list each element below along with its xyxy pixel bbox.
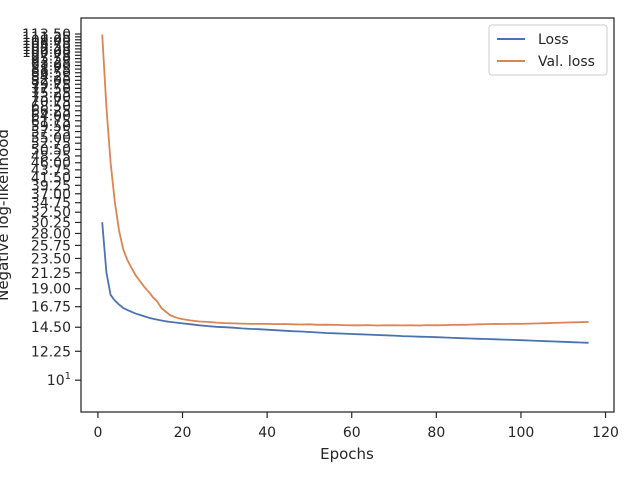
legend: Loss Val. loss (488, 24, 608, 76)
y-tick-label: 32.50 (31, 205, 71, 221)
y-axis-ticks: 101 12.25 14.50 16.75 19.0021.2523.5025.7528… (22, 27, 81, 389)
y-tick-label: 75.25 (31, 86, 71, 102)
x-tick-label: 20 (174, 425, 192, 441)
y-tick-label: 95.50 (31, 52, 71, 68)
y-tick-label: 91.00 (31, 59, 71, 75)
legend-label-val-loss: Val. loss (538, 54, 595, 70)
x-tick-label: 100 (508, 425, 535, 441)
x-axis-ticks: 0 20 40 60 80 100 120 (93, 412, 619, 441)
y-tick-label: 14.50 (31, 320, 71, 336)
series-line-val-loss (101, 34, 589, 327)
y-tick-label: 19.00 (31, 282, 71, 298)
x-tick-label: 0 (93, 425, 102, 441)
y-tick-label: 28.00 (31, 226, 71, 242)
y-tick-label: 111.25 (22, 30, 71, 46)
y-tick-label: 97.75 (31, 48, 71, 64)
y-tick-label: 34.75 (31, 196, 71, 212)
y-tick-exponent: 1 (65, 371, 71, 382)
y-tick-label: 21.25 (31, 266, 71, 282)
y-tick-label: 23.50 (31, 251, 71, 267)
y-tick-label: 88.75 (31, 62, 71, 78)
y-tick-label: 79.75 (31, 77, 71, 93)
y-tick-label: 52.75 (31, 136, 71, 152)
y-tick-label: 102.25 (22, 42, 71, 58)
y-tick-label: 68.50 (31, 99, 71, 115)
x-tick-label: 60 (343, 425, 361, 441)
y-tick-label: 16.75 (31, 300, 71, 316)
y-tick-label: 39.25 (31, 178, 71, 194)
y-tick-label: 43.75 (31, 163, 71, 179)
x-axis-label: Epochs (320, 445, 374, 463)
y-tick-label: 104.50 (22, 39, 71, 55)
y-tick-label: 100.00 (22, 45, 71, 61)
y-tick-label: 106.75 (22, 36, 71, 52)
y-tick-label: 73.00 (31, 90, 71, 106)
y-tick-label: 25.75 (31, 238, 71, 254)
legend-box (488, 24, 608, 76)
y-tick-label: 113.50 (22, 27, 71, 43)
y-tick-label: 101 (47, 371, 71, 389)
y-tick-label: 12.25 (31, 344, 71, 360)
y-tick-label: 57.25 (31, 125, 71, 141)
x-tick-label: 80 (427, 425, 445, 441)
y-tick-label: 50.50 (31, 142, 71, 158)
y-tick-label: 59.50 (31, 119, 71, 135)
y-tick-label: 93.25 (31, 55, 71, 71)
y-tick-label: 109.00 (22, 33, 71, 49)
y-tick-label: 84.25 (31, 69, 71, 85)
y-tick-label: 30.25 (31, 215, 71, 231)
y-tick-label: 48.25 (31, 149, 71, 165)
y-tick-label: 46.00 (31, 156, 71, 172)
y-axis-label: Negative log-likelihood (0, 129, 12, 301)
y-tick-label: 77.50 (31, 81, 71, 97)
series-line-loss (101, 222, 589, 344)
y-tick-label: 61.75 (31, 114, 71, 130)
y-tick-label: 37.00 (31, 187, 71, 203)
y-tick-label: 64.00 (31, 109, 71, 125)
series-lines (101, 34, 589, 344)
y-tick-label: 41.50 (31, 170, 71, 186)
x-tick-label: 120 (592, 425, 619, 441)
y-tick-label: 82.00 (31, 73, 71, 89)
x-tick-label: 40 (258, 425, 276, 441)
legend-label-loss: Loss (538, 32, 569, 48)
plot-area (80, 17, 615, 413)
y-tick-label: 66.25 (31, 104, 71, 120)
y-tick-label: 70.75 (31, 94, 71, 110)
y-tick-label: 55.00 (31, 130, 71, 146)
y-tick-label: 86.50 (31, 66, 71, 82)
